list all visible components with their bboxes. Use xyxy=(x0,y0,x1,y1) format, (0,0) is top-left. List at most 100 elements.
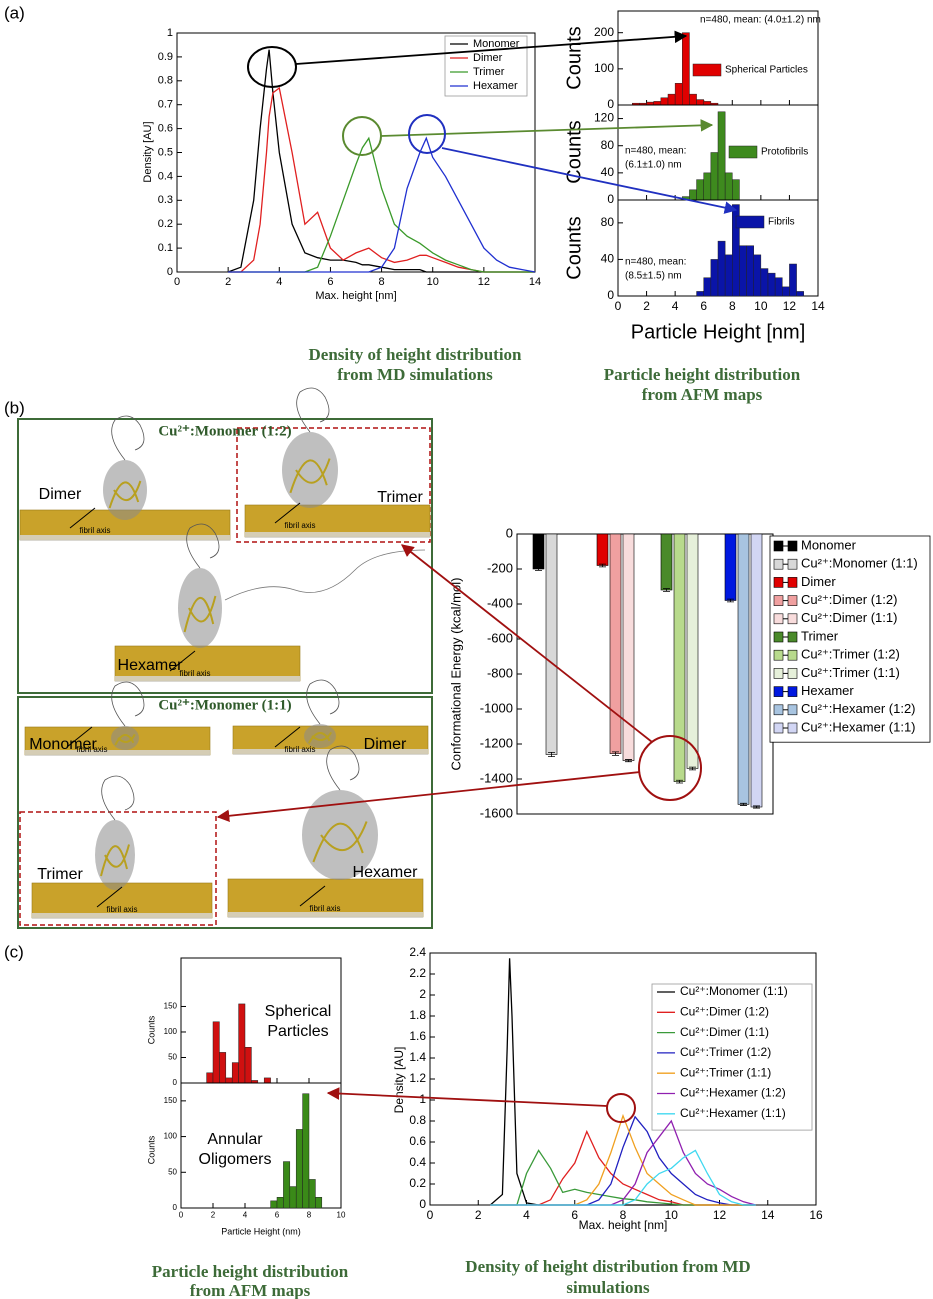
legend-swatch xyxy=(787,558,798,570)
y-tick-label: -200 xyxy=(487,560,513,575)
y-tick-label: -1000 xyxy=(480,700,513,715)
legend-swatch xyxy=(692,63,722,77)
x-tick-label: 14 xyxy=(529,276,541,288)
y-tick-label: -400 xyxy=(487,595,513,610)
pointer-arrow xyxy=(441,147,738,214)
y-tick-label: 0.2 xyxy=(409,1176,426,1190)
x-tick-label: 6 xyxy=(275,1210,280,1219)
y-tick-label: 0 xyxy=(607,288,614,302)
structure-label: Dimer xyxy=(364,736,407,753)
legend-label: Cu²⁺:Dimer (1:2) xyxy=(680,1004,769,1018)
legend-swatch xyxy=(773,595,784,606)
density-curve xyxy=(490,1119,756,1206)
y-tick-label: 0 xyxy=(506,525,513,540)
y-tick-label: -800 xyxy=(487,665,513,680)
legend-label: Dimer xyxy=(801,574,836,589)
histogram-bar xyxy=(732,179,740,201)
fibril-axis-label: fibril axis xyxy=(106,905,137,914)
protein-coil xyxy=(101,775,135,821)
y-axis-label: Density [AU] xyxy=(392,1047,406,1114)
error-bar xyxy=(740,802,747,806)
legend-swatch xyxy=(773,631,784,643)
histogram-bar xyxy=(315,1197,323,1209)
y-tick-label: 0.4 xyxy=(409,1155,426,1169)
histogram-bar xyxy=(689,93,697,106)
annotation: n=480, mean: (4.0±1.2) nm xyxy=(700,15,821,26)
y-axis-label: Counts xyxy=(563,120,585,183)
bar xyxy=(750,533,763,808)
histogram-bar xyxy=(295,1129,303,1209)
density-curve xyxy=(228,86,535,273)
annotation: n=480, mean: xyxy=(625,146,686,157)
legend-label: Cu²⁺:Trimer (1:1) xyxy=(680,1065,771,1079)
caption: Density of height distribution from MD xyxy=(465,1257,750,1276)
membrane-edge xyxy=(245,532,430,538)
x-tick-label: 12 xyxy=(478,276,490,288)
histogram-bar xyxy=(724,254,733,297)
y-tick-label: 40 xyxy=(601,165,615,179)
legend-swatch xyxy=(773,577,784,588)
legend-swatch xyxy=(787,704,798,716)
protein-coil xyxy=(111,415,145,461)
panel-label: (c) xyxy=(4,942,24,961)
protein-strands xyxy=(183,595,217,633)
histogram-bar xyxy=(774,277,783,297)
histogram-bar xyxy=(244,1047,252,1084)
histogram-bar xyxy=(682,32,690,106)
density-curve xyxy=(490,1129,756,1206)
legend-swatch xyxy=(773,540,784,552)
legend-label: Cu²⁺:Trimer (1:1) xyxy=(801,665,900,680)
bar xyxy=(673,533,686,782)
membrane-edge xyxy=(233,749,428,755)
x-tick-label: 4 xyxy=(276,276,282,288)
legend-label: Cu²⁺:Monomer (1:1) xyxy=(680,984,788,998)
structure-label: Trimer xyxy=(377,489,423,506)
y-tick-label: 1 xyxy=(167,27,173,39)
protein-strands xyxy=(289,458,331,494)
legend-swatch xyxy=(773,649,784,661)
error-bar xyxy=(663,588,670,592)
protein-coil xyxy=(326,745,360,791)
y-tick-label: 0.7 xyxy=(158,99,173,111)
x-axis-label: Particle Height (nm) xyxy=(221,1226,301,1236)
axis-pointer xyxy=(274,726,301,748)
legend-swatch xyxy=(787,631,798,643)
histogram-bar xyxy=(667,93,676,106)
y-tick-label: 100 xyxy=(164,1027,178,1036)
x-tick-label: 0 xyxy=(174,276,180,288)
legend-swatch xyxy=(773,722,784,734)
histogram-bar xyxy=(689,189,697,201)
protein-strands xyxy=(312,821,368,863)
y-axis-label: Counts xyxy=(563,216,585,279)
y-tick-label: 1.8 xyxy=(409,1008,426,1022)
error-bar xyxy=(753,805,760,809)
protein-surface xyxy=(282,432,338,508)
y-tick-label: 2.4 xyxy=(409,945,426,959)
x-tick-label: 6 xyxy=(327,276,333,288)
y-tick-label: 0 xyxy=(607,97,614,111)
histogram-bar xyxy=(789,263,797,297)
structure-frame xyxy=(17,418,433,694)
y-axis-label: Counts xyxy=(563,26,585,89)
histogram-bar xyxy=(703,101,712,106)
histogram-bar xyxy=(717,111,726,201)
fibril-axis-label: fibril axis xyxy=(309,904,340,913)
y-tick-label: 200 xyxy=(594,25,614,39)
x-tick-label: 2 xyxy=(643,299,650,313)
y-axis-label: Density [AU] xyxy=(142,121,154,182)
caption: simulations xyxy=(566,1278,650,1297)
highlight-circle xyxy=(247,46,297,88)
axis-pointer xyxy=(96,886,123,908)
legend-label: Dimer xyxy=(473,52,503,64)
caption: from MD simulations xyxy=(337,365,493,384)
histogram-bar xyxy=(653,101,662,106)
highlight-box xyxy=(236,427,431,543)
legend-label: Monomer xyxy=(473,38,520,50)
annotation: n=480, mean: xyxy=(625,257,686,268)
error-bar xyxy=(548,752,555,757)
y-tick-label: -1200 xyxy=(480,735,513,750)
highlight-circle xyxy=(606,1093,636,1123)
histogram-bar xyxy=(263,1077,271,1084)
protein-surface xyxy=(103,460,147,520)
histogram-bar xyxy=(283,1161,291,1209)
